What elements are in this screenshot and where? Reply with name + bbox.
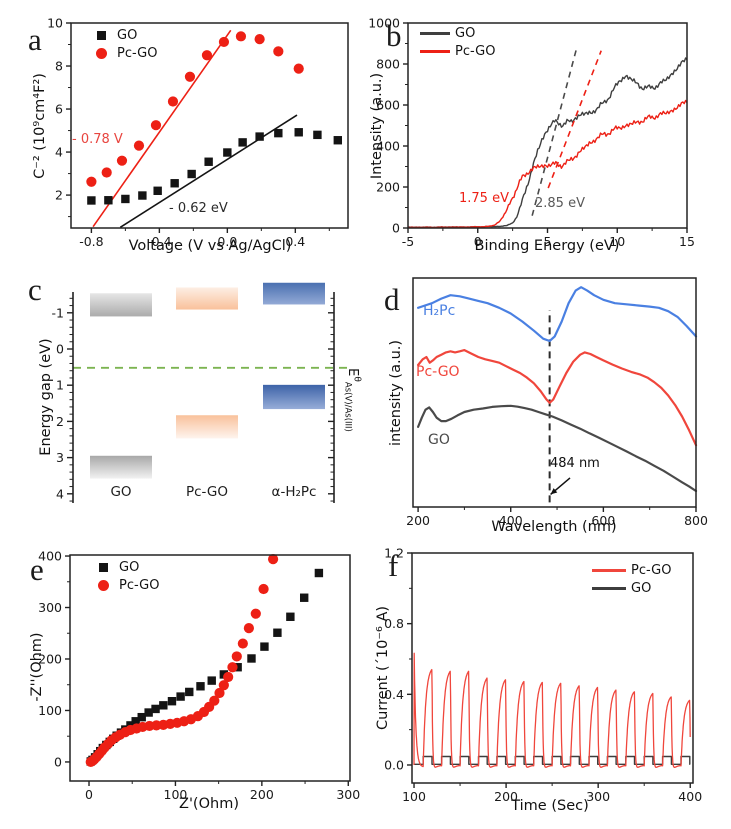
- category-label-h2pc: α-H₂Pc: [271, 484, 317, 500]
- svg-text:100: 100: [38, 703, 62, 718]
- svg-text:3: 3: [56, 450, 64, 465]
- panel-e-ylabel: -Z''(Ohm): [29, 632, 45, 702]
- svg-text:100: 100: [402, 789, 426, 804]
- legend-item: GO: [420, 26, 495, 41]
- legend-label: GO: [117, 28, 138, 43]
- panel-c-letter: c: [28, 272, 42, 307]
- svg-text:8: 8: [55, 59, 63, 74]
- svg-text:200: 200: [376, 180, 400, 195]
- panel-f-legend: Pc-GO GO: [592, 563, 671, 596]
- svg-text:10: 10: [47, 16, 63, 31]
- category-label-pcgo: Pc-GO: [185, 484, 229, 500]
- legend-item: GO: [90, 28, 157, 43]
- panel-c-ylabel: Energy gap (eV): [38, 338, 54, 456]
- redox-label-sub: As(V)/As(III): [342, 381, 353, 432]
- svg-text:4: 4: [55, 145, 63, 160]
- line-marker-icon: [420, 32, 450, 35]
- legend-item: Pc-GO: [92, 578, 159, 593]
- legend-item: Pc-GO: [420, 44, 495, 59]
- panel-d-ylabel: intensity (a.u.): [388, 339, 404, 447]
- panel-a-xlabel: Voltage (V vs Ag/AgCl): [128, 238, 292, 254]
- svg-text:300: 300: [586, 789, 610, 804]
- svg-text:0.0: 0.0: [384, 757, 404, 772]
- line-marker-icon: [592, 569, 626, 572]
- flat-band-annotation: - 0.78 V: [72, 132, 123, 147]
- legend-label: Pc-GO: [631, 563, 672, 578]
- circle-marker-icon: [97, 580, 109, 591]
- panel-e-letter: e: [30, 552, 44, 587]
- redox-label-base: E: [345, 368, 361, 377]
- panel-e-xlabel: Z'(Ohm): [179, 796, 239, 812]
- svg-text:0: 0: [85, 787, 93, 802]
- panel-f-ylabel: Current (´10⁻⁶ A): [375, 605, 391, 731]
- curve-label-pcgo: Pc-GO: [416, 364, 460, 380]
- line-marker-icon: [592, 587, 626, 590]
- flat-band-annotation: - 0.62 eV: [169, 201, 228, 216]
- curve-label-go: GO: [428, 432, 450, 448]
- panel-a-letter: a: [28, 22, 42, 57]
- legend-label: Pc-GO: [455, 44, 496, 59]
- svg-text:6: 6: [55, 102, 63, 117]
- panel-e-legend: GO Pc-GO: [92, 560, 159, 593]
- legend-item: GO: [92, 560, 159, 575]
- svg-text:800: 800: [376, 57, 400, 72]
- svg-text:2: 2: [56, 414, 64, 429]
- line-marker-icon: [420, 50, 450, 53]
- square-marker-icon: [96, 31, 106, 40]
- svg-text:2: 2: [55, 188, 63, 203]
- curve-label-h2pc: H₂Pc: [423, 303, 456, 319]
- svg-text:200: 200: [406, 513, 430, 528]
- svg-text:400: 400: [678, 789, 702, 804]
- panel-b-legend: GO Pc-GO: [420, 26, 495, 59]
- redox-label-sup: θ: [351, 376, 362, 382]
- circle-marker-icon: [95, 48, 107, 59]
- legend-label: GO: [119, 560, 140, 575]
- panel-b-letter: b: [386, 18, 402, 53]
- panel-d-xlabel: Wavelength (nm): [491, 519, 617, 535]
- legend-item: Pc-GO: [90, 46, 157, 61]
- category-label-go: GO: [110, 484, 132, 500]
- panel-b-xlabel: Binding Energy (eV): [474, 238, 620, 254]
- panel-c-right-axis-label: EθAs(V)/As(III): [343, 368, 362, 432]
- panel-b-ylabel: Intensity (a.u.): [369, 72, 385, 180]
- panel-f-letter: f: [388, 548, 399, 583]
- svg-text:800: 800: [684, 513, 708, 528]
- wavelength-annotation: 484 nm: [550, 456, 600, 471]
- vb-edge-annotation: 1.75 eV: [459, 191, 509, 206]
- svg-text:4: 4: [56, 486, 64, 501]
- panel-a-legend: GO Pc-GO: [90, 28, 157, 61]
- svg-text:300: 300: [336, 787, 360, 802]
- svg-text:0: 0: [56, 342, 64, 357]
- svg-text:0: 0: [392, 221, 400, 236]
- panel-d-letter: d: [384, 282, 400, 317]
- vb-edge-annotation: 2.85 eV: [535, 196, 585, 211]
- legend-label: GO: [631, 581, 652, 596]
- legend-item: Pc-GO: [592, 563, 671, 578]
- legend-label: Pc-GO: [119, 578, 160, 593]
- svg-text:300: 300: [38, 600, 62, 615]
- panel-f-xlabel: Time (Sec): [511, 798, 589, 814]
- legend-label: Pc-GO: [117, 46, 158, 61]
- legend-item: GO: [592, 581, 671, 596]
- panel-a-ylabel: C⁻² (10⁹cm⁴F²): [32, 73, 48, 179]
- legend-label: GO: [455, 26, 476, 41]
- svg-text:-0.8: -0.8: [79, 234, 103, 249]
- svg-text:0: 0: [54, 754, 62, 769]
- svg-text:15: 15: [679, 234, 695, 249]
- svg-text:-1: -1: [52, 305, 64, 320]
- square-marker-icon: [98, 563, 108, 572]
- svg-text:1: 1: [56, 378, 64, 393]
- svg-text:200: 200: [250, 787, 274, 802]
- svg-text:-5: -5: [402, 234, 414, 249]
